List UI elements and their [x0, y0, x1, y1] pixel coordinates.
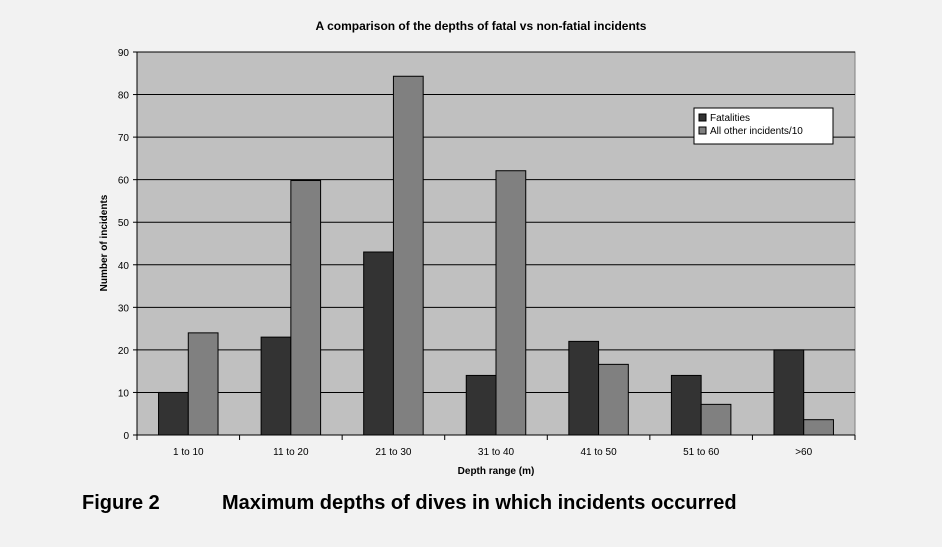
bar-fatalities: [773, 349, 805, 436]
figure-label: Figure 2: [82, 492, 160, 514]
y-axis-label: Number of incidents: [99, 194, 110, 291]
y-tick-label: 50: [118, 218, 130, 229]
figure-caption: Maximum depths of dives in which inciden…: [222, 492, 737, 514]
legend-label: All other incidents/10: [710, 126, 803, 137]
legend-label: Fatalities: [710, 113, 750, 124]
bar-other-incidents: [187, 332, 219, 436]
bar-fatalities: [158, 391, 189, 436]
bar-other-incidents: [598, 363, 629, 436]
legend: Fatalities All other incidents/10: [693, 107, 834, 145]
x-tick-label: >60: [795, 447, 812, 458]
y-tick-label: 70: [118, 133, 130, 144]
bar-fatalities: [260, 336, 292, 436]
y-tick-label: 40: [118, 261, 130, 272]
y-tick-label: 0: [123, 431, 129, 442]
y-tick-label: 90: [118, 48, 130, 59]
bar-fatalities: [363, 251, 394, 436]
y-tick-labels: 0 10 20 30 40 50 60 70 80 90: [118, 48, 130, 442]
bar-other-incidents: [392, 75, 424, 436]
x-axis-label: Depth range (m): [458, 466, 535, 477]
y-tick-label: 60: [118, 176, 130, 187]
x-tick-labels: 1 to 10 11 to 20 21 to 30 31 to 40 41 to 50 5…: [173, 447, 813, 458]
bar-other-incidents: [803, 419, 834, 436]
legend-swatch: [698, 113, 707, 122]
bar-other-incidents: [700, 403, 732, 436]
bar-chart: A comparison of the depths of fatal vs n…: [99, 19, 856, 477]
y-tick-label: 20: [118, 346, 130, 357]
x-tick-label: 1 to 10: [173, 447, 204, 458]
x-tick-label: 21 to 30: [375, 447, 412, 458]
x-tick-label: 31 to 40: [478, 447, 515, 458]
x-tick-label: 51 to 60: [683, 447, 720, 458]
y-tick-label: 10: [118, 388, 130, 399]
bar-fatalities: [670, 374, 702, 436]
bar-other-incidents: [495, 170, 527, 436]
x-tick-label: 41 to 50: [580, 447, 617, 458]
bar-fatalities: [465, 374, 497, 436]
bars: [158, 75, 834, 436]
y-tick-label: 30: [118, 303, 130, 314]
legend-swatch: [698, 126, 707, 135]
axes: [133, 51, 856, 440]
bar-fatalities: [568, 340, 600, 436]
bar-other-incidents: [290, 180, 322, 436]
x-tick-label: 11 to 20: [273, 447, 309, 458]
y-tick-label: 80: [118, 91, 130, 102]
chart-title: A comparison of the depths of fatal vs n…: [316, 19, 647, 33]
legend-box: [693, 107, 834, 145]
